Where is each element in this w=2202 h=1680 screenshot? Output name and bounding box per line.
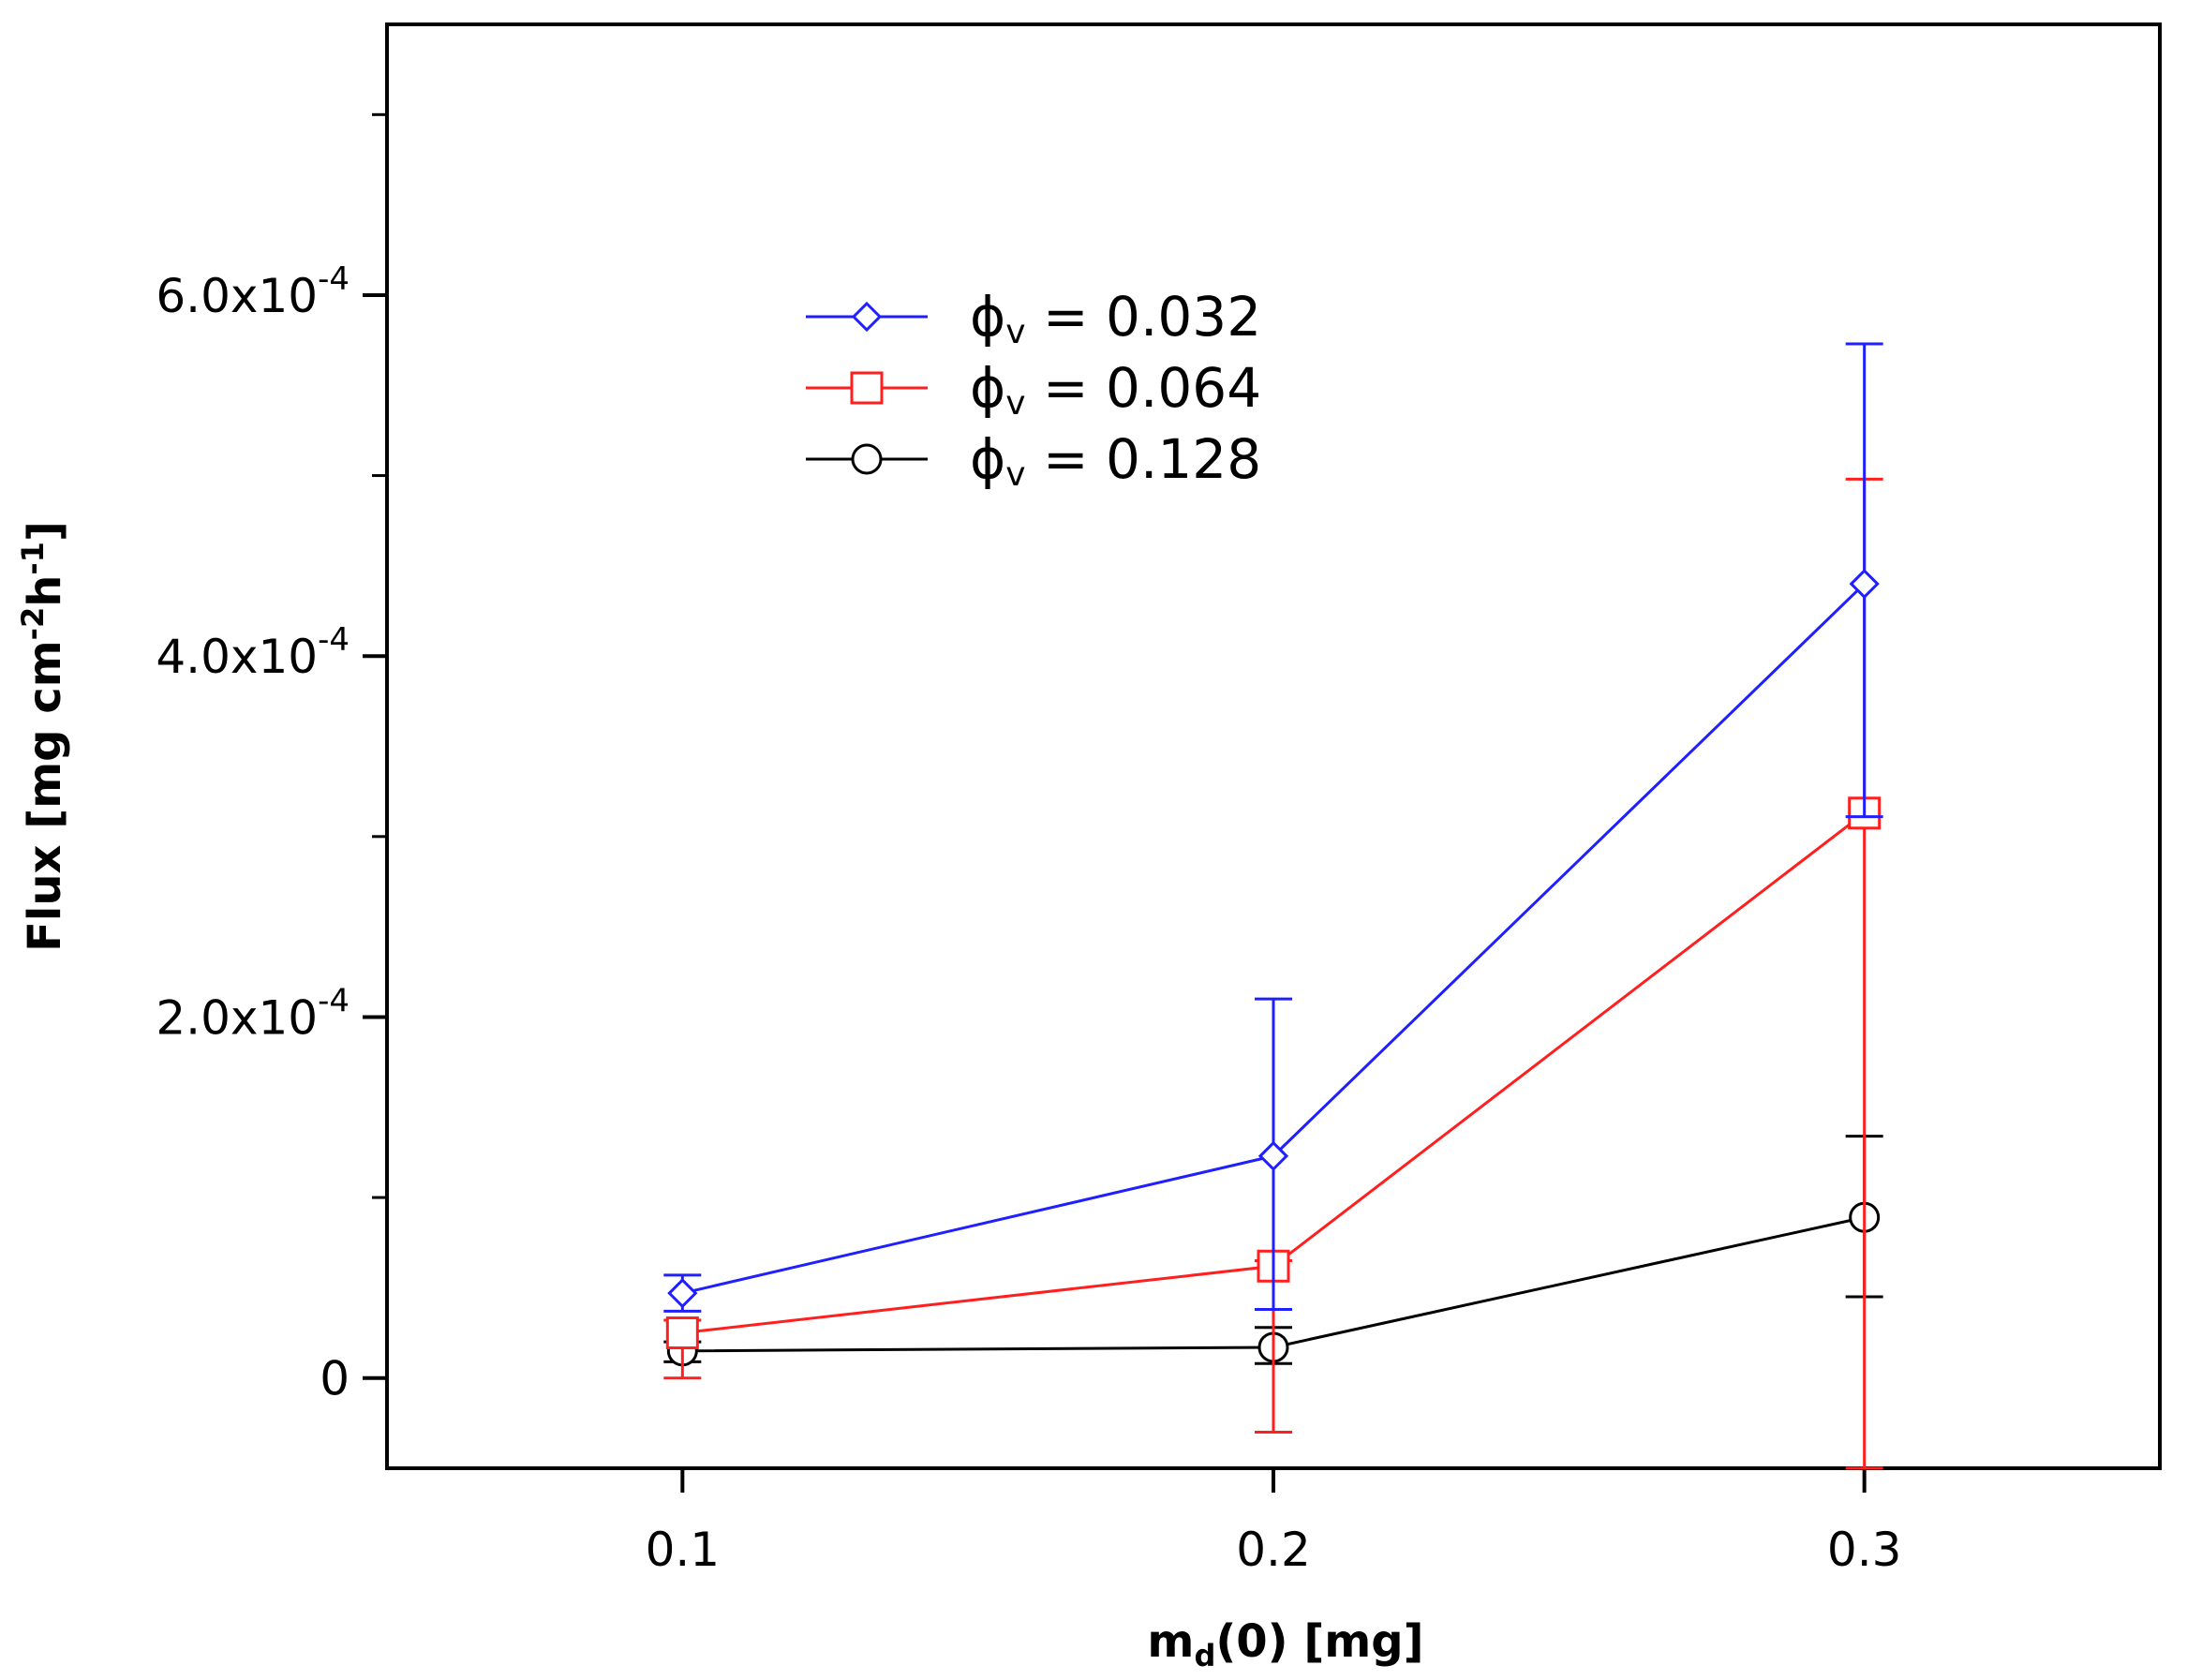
legend-entry: ϕv = 0.032 [806, 285, 1261, 351]
y-tick-label: 2.0x10-4 [156, 982, 350, 1045]
legend-marker [851, 301, 883, 333]
legend-label: ϕv = 0.064 [970, 356, 1261, 423]
y-tick-label: 6.0x10-4 [156, 260, 350, 323]
data-point [1849, 569, 1880, 600]
y-tick-label: 4.0x10-4 [156, 621, 350, 684]
x-tick-label: 0.1 [646, 1523, 721, 1577]
legend-label: ϕv = 0.032 [970, 285, 1261, 351]
y-axis: 0 2.0x10-4 4.0x10-4 6.0x10-4 [156, 112, 387, 1406]
x-axis-title: md(0) [mg] [1147, 1615, 1423, 1673]
x-tick-label: 0.3 [1827, 1523, 1902, 1577]
x-tick-label: 0.2 [1236, 1523, 1311, 1577]
legend-marker [851, 443, 883, 475]
series-layer [663, 342, 1883, 1470]
legend-entry: ϕv = 0.064 [806, 356, 1261, 423]
x-axis: 0.1 0.2 0.3 [646, 1468, 1902, 1577]
series-square [663, 477, 1883, 1470]
series-diamond [663, 342, 1883, 1313]
legend-marker [850, 371, 884, 405]
data-point [665, 1316, 699, 1350]
y-tick-label: 0 [320, 1352, 350, 1406]
legend-label: ϕv = 0.128 [970, 427, 1261, 494]
data-point [1257, 1140, 1289, 1171]
legend-entry: ϕv = 0.128 [806, 427, 1261, 494]
y-axis-title: Flux [mg cm-2h-1] [15, 521, 71, 952]
data-point [667, 1278, 698, 1309]
